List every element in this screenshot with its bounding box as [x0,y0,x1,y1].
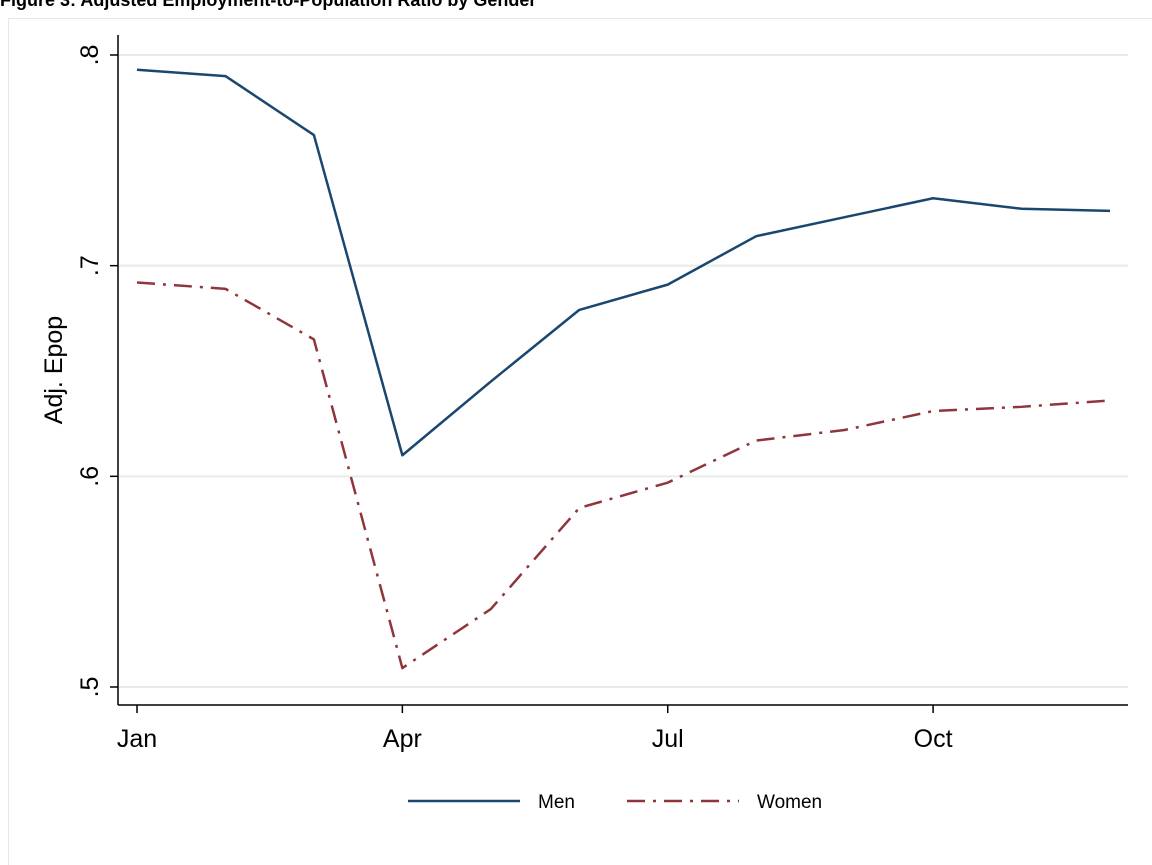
y-tick-label: .5 [76,677,104,698]
y-tick-label: .8 [76,45,104,66]
series-line-women [136,281,1111,670]
y-axis-label: Adj. Epop [40,316,68,424]
x-tick-label: Oct [914,725,953,753]
legend-label-women: Women [757,792,822,813]
series-line-men [136,68,1111,457]
axes [117,35,1128,706]
y-ticks: .5 .6 .7 .8 [76,45,118,698]
y-tick-label: .6 [76,466,104,487]
series-lines [136,68,1111,670]
y-tick-label: .7 [76,255,104,276]
x-tick-label: Jan [117,725,157,753]
chart-title: Figure 3: Adjusted Employment-to-Populat… [0,0,537,10]
legend: Men Women [408,792,822,813]
x-ticks: Jan Apr Jul Oct [117,705,953,753]
chart-frame [8,18,1152,865]
legend-label-men: Men [538,792,575,813]
gridlines [118,54,1128,688]
x-tick-label: Apr [383,725,422,753]
x-tick-label: Jul [652,725,684,753]
